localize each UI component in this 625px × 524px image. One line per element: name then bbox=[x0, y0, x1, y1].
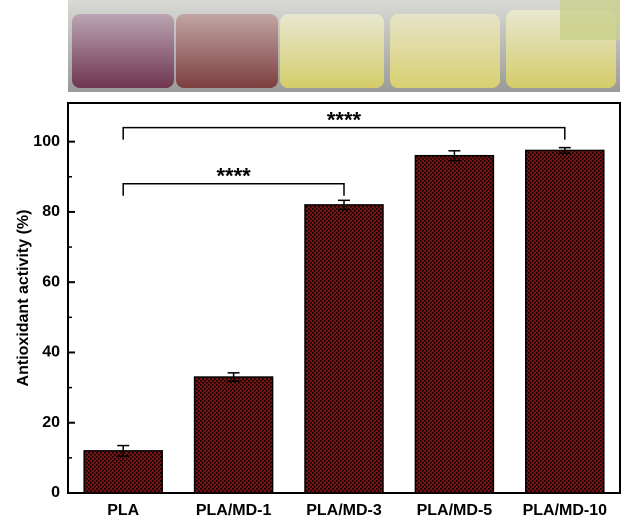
y-tick-label: 60 bbox=[42, 273, 60, 290]
y-tick-label: 20 bbox=[42, 414, 60, 431]
y-tick-label: 100 bbox=[33, 133, 60, 150]
bar bbox=[415, 156, 493, 493]
photo bbox=[68, 0, 620, 92]
bar bbox=[195, 377, 273, 493]
bar bbox=[526, 150, 604, 493]
y-tick-label: 80 bbox=[42, 203, 60, 220]
x-tick-label: PLA/MD-1 bbox=[196, 502, 272, 519]
x-tick-label: PLA/MD-3 bbox=[306, 502, 382, 519]
significance-label: **** bbox=[216, 164, 251, 189]
y-tick-label: 0 bbox=[51, 484, 60, 501]
bar bbox=[305, 205, 383, 493]
significance-label: **** bbox=[327, 107, 362, 132]
bar bbox=[84, 451, 162, 493]
y-axis-label: Antioxidant activity (%) bbox=[15, 210, 32, 387]
x-tick-label: PLA/MD-10 bbox=[523, 502, 608, 519]
chart: Antioxidant activity (%) 0 20 40 60 80 100 PLA… bbox=[0, 0, 625, 524]
x-tick-label: PLA/MD-5 bbox=[417, 502, 493, 519]
y-tick-label: 40 bbox=[42, 344, 60, 361]
x-tick-label: PLA bbox=[107, 502, 139, 519]
